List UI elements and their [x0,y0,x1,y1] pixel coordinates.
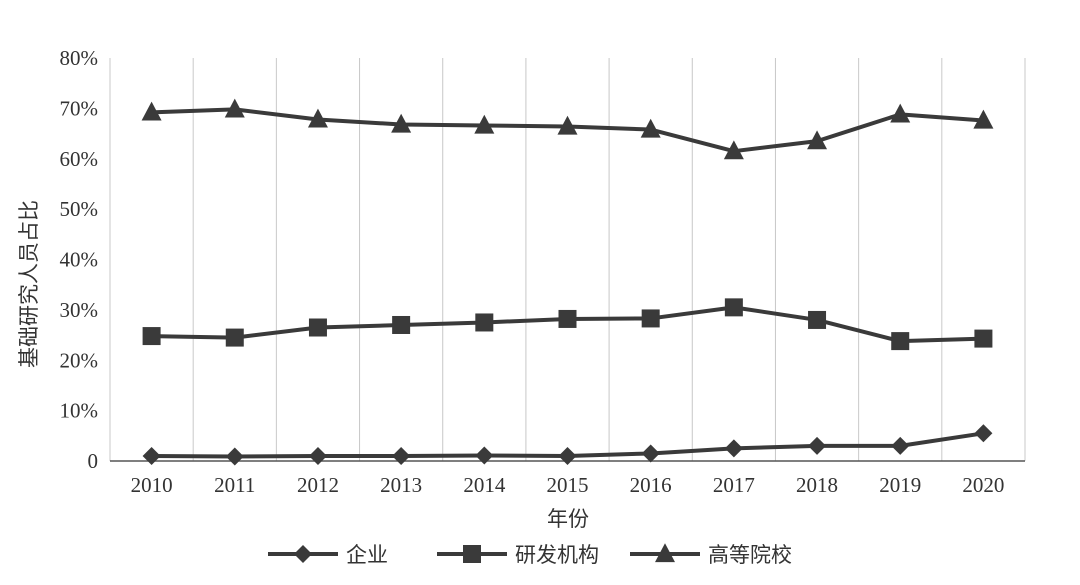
series-triangle [141,98,994,160]
x-tick-label: 2015 [547,473,589,497]
data-point-triangle [973,109,994,129]
legend-item: 企业 [268,543,388,567]
data-point-diamond [974,424,993,443]
data-point-triangle [723,140,744,160]
data-point-triangle [307,108,328,128]
y-tick-label: 40% [60,248,99,272]
data-point-triangle [141,101,162,121]
y-tick-label: 60% [60,147,99,171]
data-point-triangle [474,114,495,134]
legend-marker-square [463,545,481,563]
data-point-square [974,329,993,348]
x-tick-label: 2019 [879,473,921,497]
legend-item: 高等院校 [630,543,792,567]
data-point-diamond [475,446,494,465]
y-axis-label: 基础研究人员占比 [17,200,41,368]
x-axis-label: 年份 [547,507,589,531]
x-tick-label: 2017 [713,473,755,497]
y-axis-ticks: 0 10% 20% 30% 40% 50% 60% 70% 80% [60,46,99,473]
legend-label: 高等院校 [708,543,792,567]
data-point-diamond [308,446,327,465]
data-point-diamond [225,447,244,466]
y-tick-label: 20% [60,348,99,372]
data-point-square [225,328,244,347]
data-point-diamond [724,439,743,458]
data-point-triangle [391,113,412,133]
y-tick-label: 30% [60,298,99,322]
x-tick-label: 2013 [380,473,422,497]
series [141,98,994,466]
x-tick-label: 2018 [796,473,838,497]
y-tick-label: 50% [60,197,99,221]
data-point-square [891,332,910,351]
y-tick-label: 10% [60,399,99,423]
x-tick-label: 2010 [131,473,173,497]
data-point-square [724,298,743,317]
series-diamond [142,424,993,466]
x-tick-label: 2011 [214,473,255,497]
data-point-diamond [558,446,577,465]
data-point-square [641,309,660,328]
data-point-triangle [640,118,661,138]
data-point-triangle [224,98,245,118]
data-point-diamond [392,446,411,465]
x-tick-label: 2014 [463,473,506,497]
data-point-square [392,315,411,334]
series-square [142,298,993,351]
data-point-diamond [641,444,660,463]
x-tick-label: 2016 [630,473,672,497]
y-tick-label: 70% [60,96,99,120]
x-axis-ticks: 2010 2011 2012 2013 2014 2015 2016 2017 2018 2019… [131,473,1005,497]
data-point-diamond [891,436,910,455]
x-tick-label: 2020 [962,473,1004,497]
legend: 企业 研发机构 高等院校 [268,543,792,567]
legend-marker-diamond [294,545,312,563]
legend-label: 研发机构 [515,543,599,567]
data-point-square [308,318,327,337]
legend-label: 企业 [346,543,388,567]
legend-marker-triangle [655,543,675,563]
data-point-triangle [807,130,828,150]
x-tick-label: 2012 [297,473,339,497]
data-point-diamond [808,436,827,455]
data-point-square [142,327,161,346]
data-point-square [808,310,827,329]
data-point-diamond [142,446,161,465]
legend-item: 研发机构 [437,543,599,567]
data-point-square [558,309,577,328]
data-point-triangle [557,115,578,135]
data-point-square [475,313,494,332]
y-tick-label: 80% [60,46,99,70]
data-point-triangle [890,103,911,123]
y-tick-label: 0 [88,449,99,473]
